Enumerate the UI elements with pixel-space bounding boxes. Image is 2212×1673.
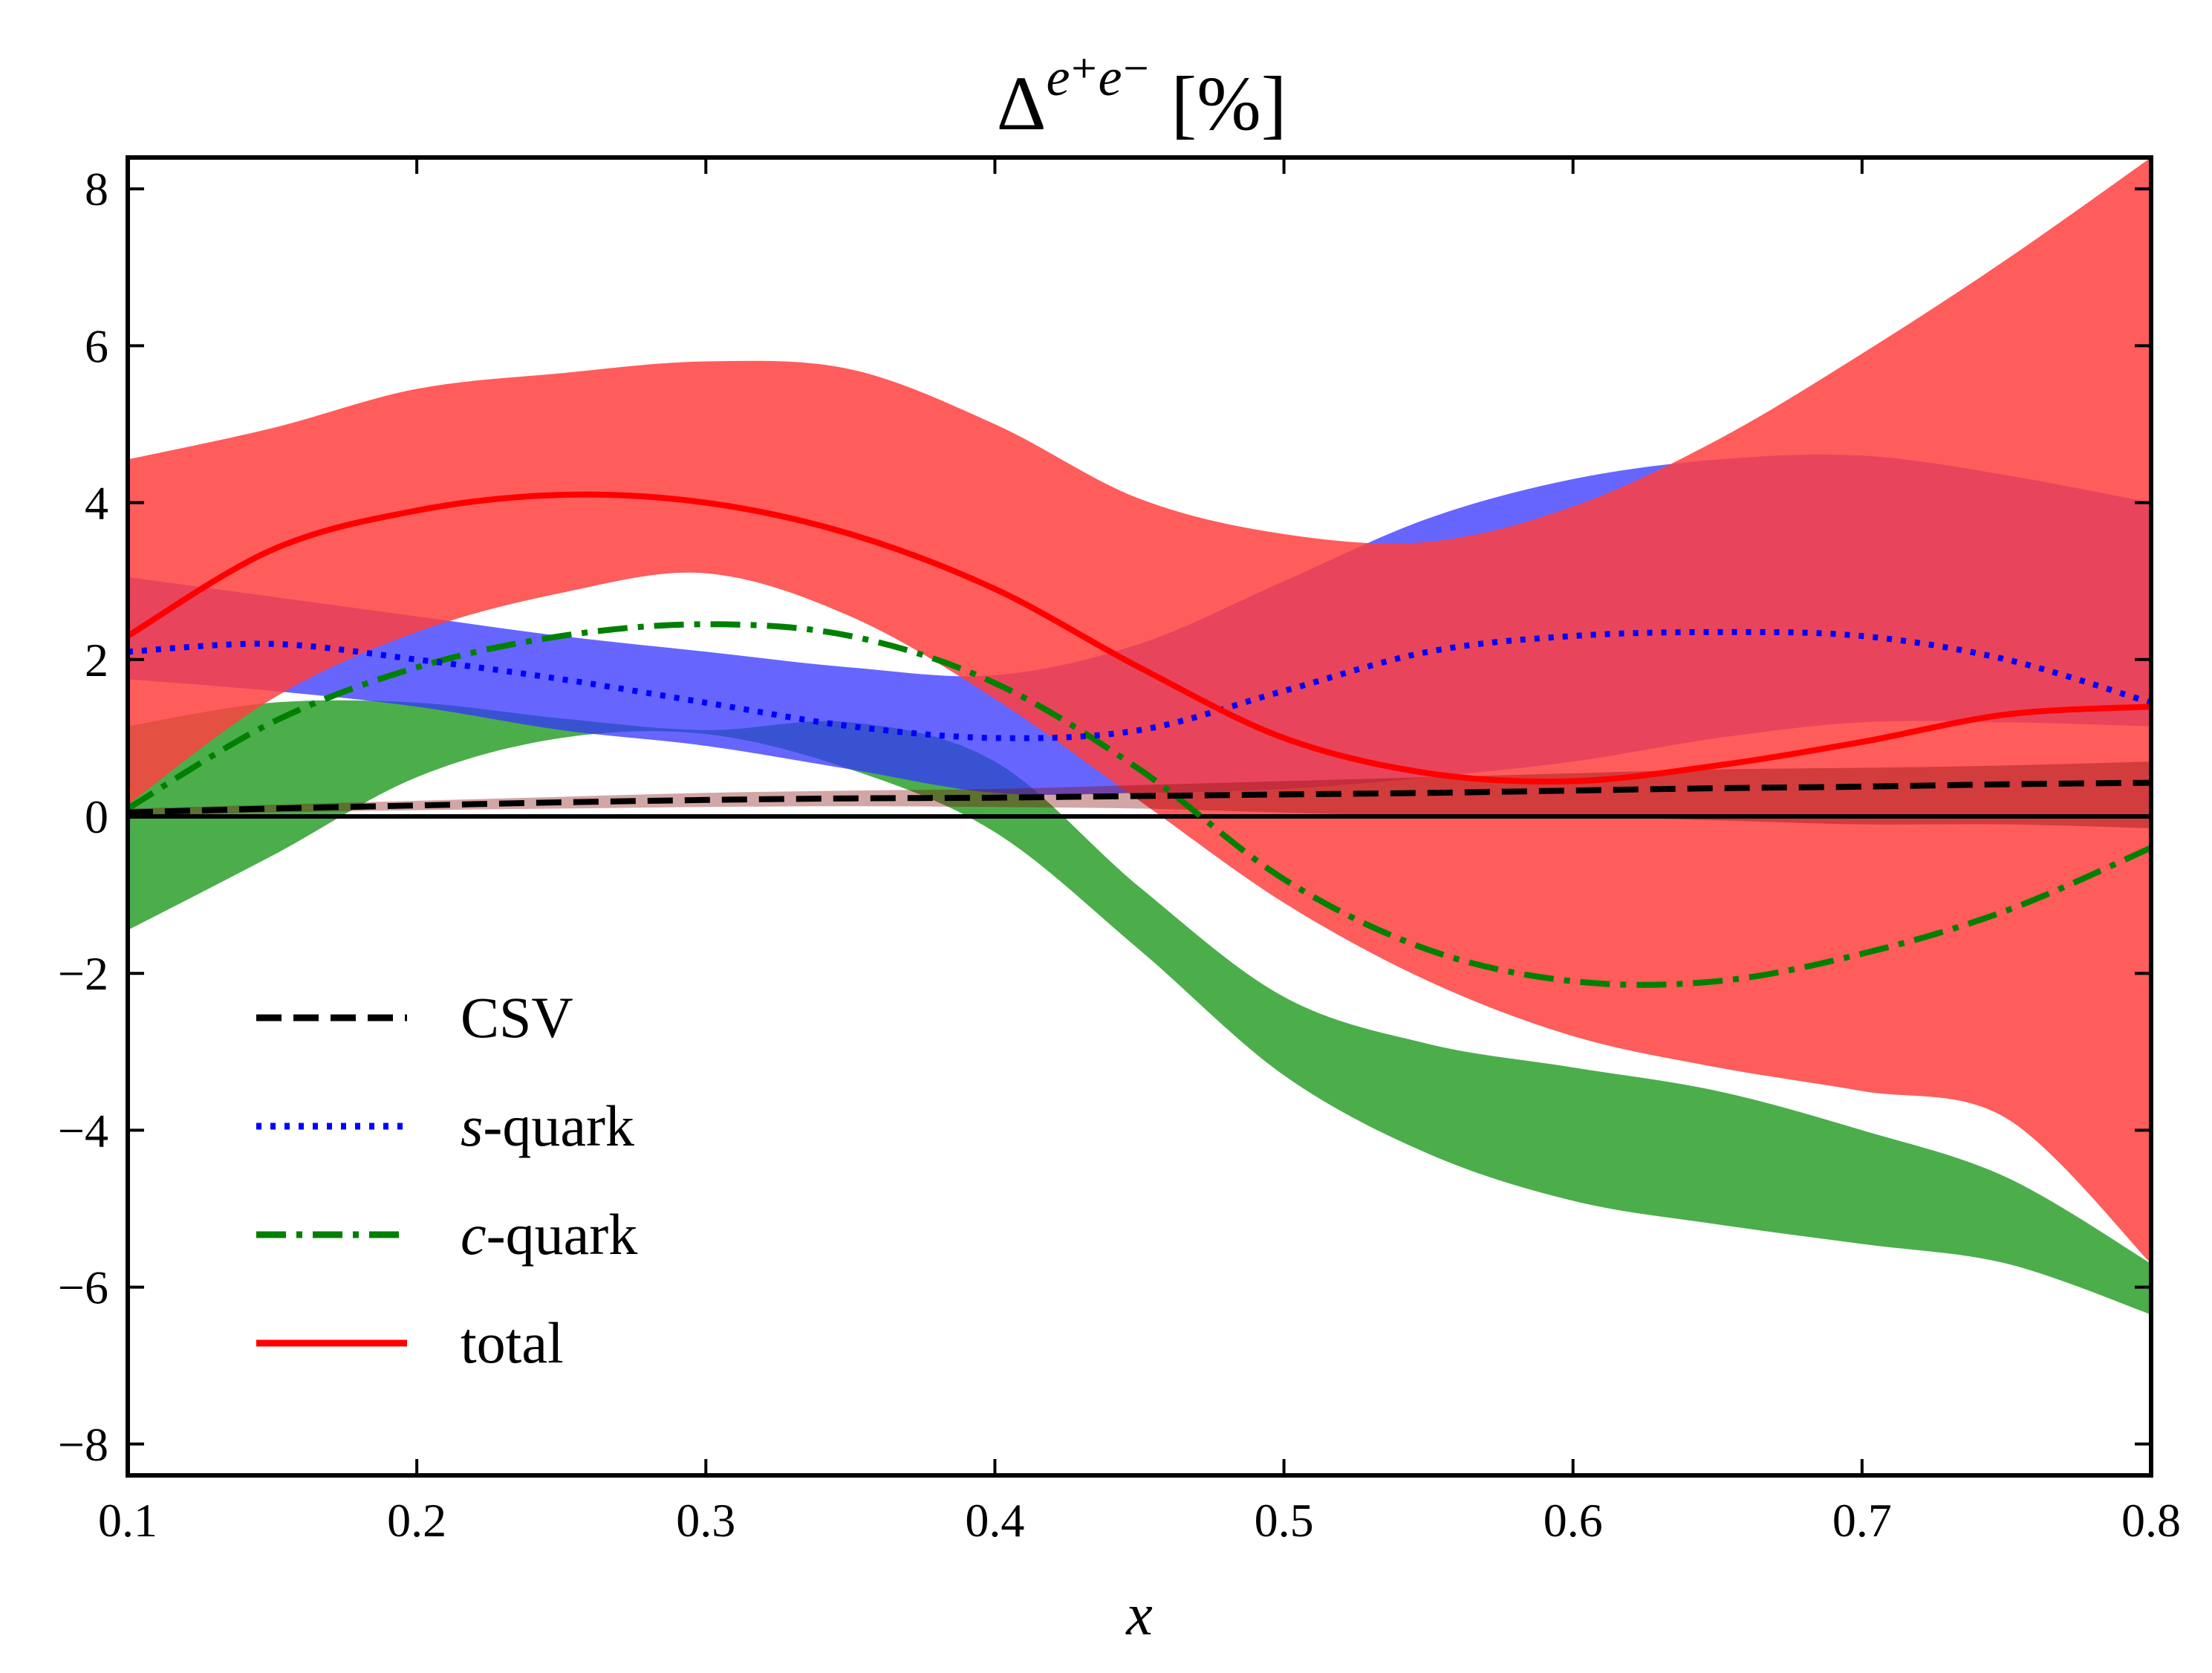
x-tick-label: 0.2: [387, 1494, 446, 1547]
legend-label-c-quark: c-quark: [461, 1202, 637, 1267]
title-superscript: e⁺e⁻: [1047, 48, 1151, 107]
y-tick-label: 2: [85, 634, 108, 686]
y-tick-label: −4: [58, 1104, 108, 1157]
series-lines: [126, 491, 2153, 988]
y-tick-label: −8: [58, 1418, 108, 1471]
y-tick-label: 4: [85, 477, 108, 530]
plot-frame: [126, 155, 2153, 1478]
band-c-quark: [128, 700, 2151, 1315]
line-csv: [127, 779, 2152, 816]
x-tick-label: 0.6: [1543, 1494, 1603, 1547]
x-tick-label: 0.7: [1832, 1494, 1892, 1547]
y-tick-label: 6: [85, 319, 108, 372]
x-tick-label: 0.8: [2121, 1494, 2181, 1547]
x-tick-label: 0.5: [1255, 1494, 1314, 1547]
line-s-quark: [127, 628, 2153, 741]
title-base: Δ: [997, 61, 1047, 146]
legend-label-csv: CSV: [461, 985, 573, 1050]
title-unit: [%]: [1171, 61, 1286, 146]
y-tick-label: 8: [85, 163, 108, 215]
chart-title: Δe⁺e⁻ [%]: [997, 48, 1287, 146]
y-tick-label: −6: [58, 1261, 108, 1314]
x-axis-title: x: [1125, 1582, 1153, 1648]
legend-label-s-quark: s-quark: [461, 1094, 634, 1158]
legend-label-total: total: [461, 1310, 564, 1375]
line-c-quark: [126, 621, 2153, 988]
x-tick-label: 0.4: [965, 1494, 1024, 1547]
legend: CSV s-quark c-quark total: [256, 985, 637, 1375]
x-tick-label: 0.3: [676, 1494, 735, 1547]
axis-ticks: 0.1 0.2 0.3 0.4 0.5 0.6 0.7 0.8 −8 −6 −4 −2 0 2 4 6 8: [58, 157, 2181, 1547]
x-tick-label: 0.1: [98, 1494, 157, 1547]
y-tick-label: 0: [85, 790, 108, 843]
y-tick-label: −2: [58, 947, 108, 1000]
line-total: [126, 491, 2152, 784]
